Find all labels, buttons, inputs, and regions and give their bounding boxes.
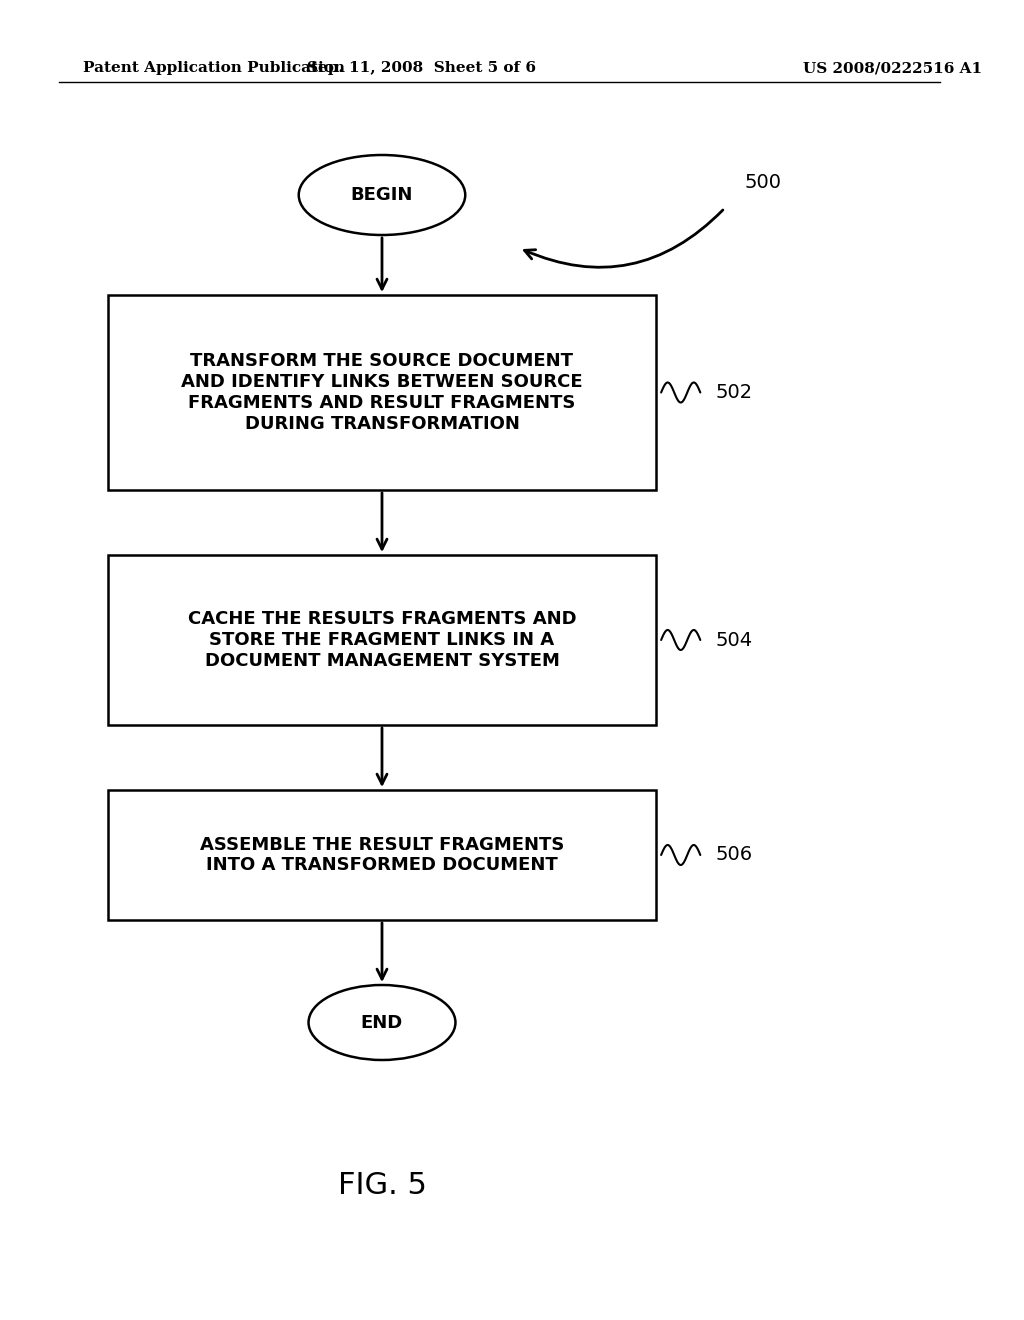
- Text: CACHE THE RESULTS FRAGMENTS AND
STORE THE FRAGMENT LINKS IN A
DOCUMENT MANAGEMEN: CACHE THE RESULTS FRAGMENTS AND STORE TH…: [187, 610, 577, 669]
- FancyBboxPatch shape: [108, 789, 656, 920]
- Text: 504: 504: [715, 631, 753, 649]
- Text: FIG. 5: FIG. 5: [338, 1171, 426, 1200]
- Text: Sep. 11, 2008  Sheet 5 of 6: Sep. 11, 2008 Sheet 5 of 6: [306, 61, 536, 75]
- Text: ASSEMBLE THE RESULT FRAGMENTS
INTO A TRANSFORMED DOCUMENT: ASSEMBLE THE RESULT FRAGMENTS INTO A TRA…: [200, 836, 564, 874]
- Text: BEGIN: BEGIN: [351, 186, 413, 205]
- FancyBboxPatch shape: [108, 294, 656, 490]
- Text: Patent Application Publication: Patent Application Publication: [83, 61, 345, 75]
- FancyBboxPatch shape: [108, 554, 656, 725]
- Text: 500: 500: [744, 173, 781, 191]
- Text: 502: 502: [715, 383, 753, 403]
- Text: TRANSFORM THE SOURCE DOCUMENT
AND IDENTIFY LINKS BETWEEN SOURCE
FRAGMENTS AND RE: TRANSFORM THE SOURCE DOCUMENT AND IDENTI…: [181, 352, 583, 433]
- Text: END: END: [360, 1014, 403, 1031]
- Text: US 2008/0222516 A1: US 2008/0222516 A1: [803, 61, 982, 75]
- Text: 506: 506: [715, 846, 753, 865]
